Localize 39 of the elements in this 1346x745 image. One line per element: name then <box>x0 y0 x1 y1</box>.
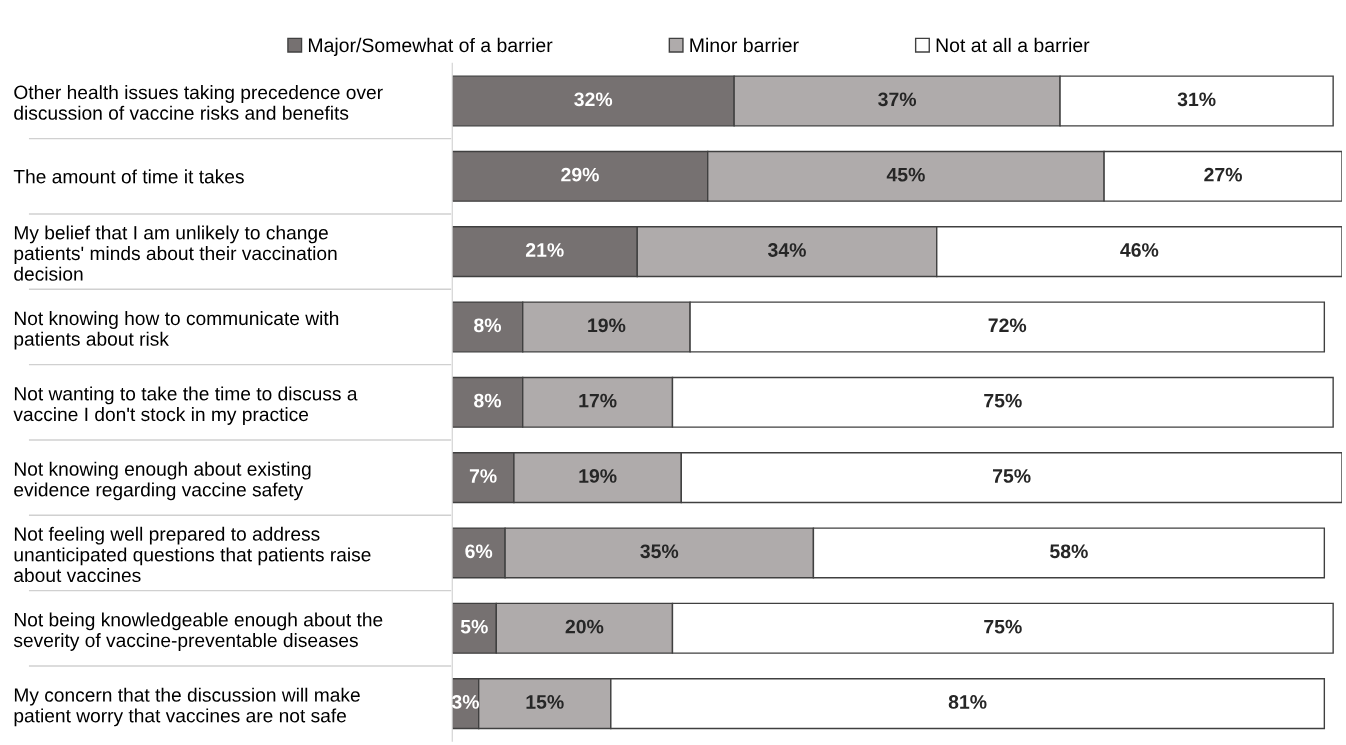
data-label: 58% <box>1050 544 1088 559</box>
data-label: 45% <box>886 167 925 182</box>
data-label: 75% <box>984 393 1022 408</box>
data-label: 6% <box>465 544 493 559</box>
y-tick-label: The amount of time it takes <box>13 169 244 184</box>
y-tick-label: Not knowing how to communicate with patients about risk <box>14 311 339 350</box>
data-label: 35% <box>640 544 679 559</box>
y-tick-label: Not feeling well prepared to address unanticipated questions that patients raise about vaccines <box>14 526 371 583</box>
data-label: 8% <box>474 393 502 408</box>
data-label: 27% <box>1204 167 1242 182</box>
legend-label: Major/Somewhat of a barrier <box>308 37 553 56</box>
y-tick-label: Other health issues taking precedence over discussion of vaccine risks and benefits <box>14 85 383 120</box>
data-label: 19% <box>579 469 617 483</box>
data-label: 75% <box>984 619 1022 634</box>
data-label: 3% <box>451 695 480 709</box>
data-label: 19% <box>588 318 626 333</box>
y-tick-label: Not being knowledgeable enough about the severity of vaccine-preventable diseases <box>13 612 383 651</box>
y-tick-label: Not knowing enough about existing evidence regarding vaccine safety <box>14 461 311 501</box>
y-tick-label: Not wanting to take the time to discuss a vaccine I don't stock in my practice <box>13 386 358 425</box>
y-tick-label: My concern that the discussion will make patient worry that vaccines are not safe <box>14 687 360 727</box>
data-label: 46% <box>1120 243 1159 257</box>
data-label: 29% <box>561 167 599 182</box>
data-label: 32% <box>574 92 613 107</box>
data-label: 17% <box>579 393 617 408</box>
data-label: 8% <box>474 318 502 333</box>
data-label: 15% <box>526 695 564 709</box>
data-label: 20% <box>565 619 604 634</box>
data-label: 31% <box>1177 92 1216 107</box>
data-label: 7% <box>469 469 497 483</box>
y-tick-label: My belief that I am unlikely to change patients' minds about their vaccination decision <box>14 225 337 281</box>
data-label: 37% <box>878 92 917 107</box>
data-label: 75% <box>993 469 1031 483</box>
data-label: 72% <box>988 318 1027 333</box>
legend-label: Minor barrier <box>690 37 799 53</box>
data-label: 21% <box>525 243 564 257</box>
data-label: 5% <box>460 619 488 634</box>
data-label: 34% <box>767 243 806 257</box>
data-label: 81% <box>948 695 987 709</box>
legend-label: Not at all a barrier <box>936 37 1090 53</box>
